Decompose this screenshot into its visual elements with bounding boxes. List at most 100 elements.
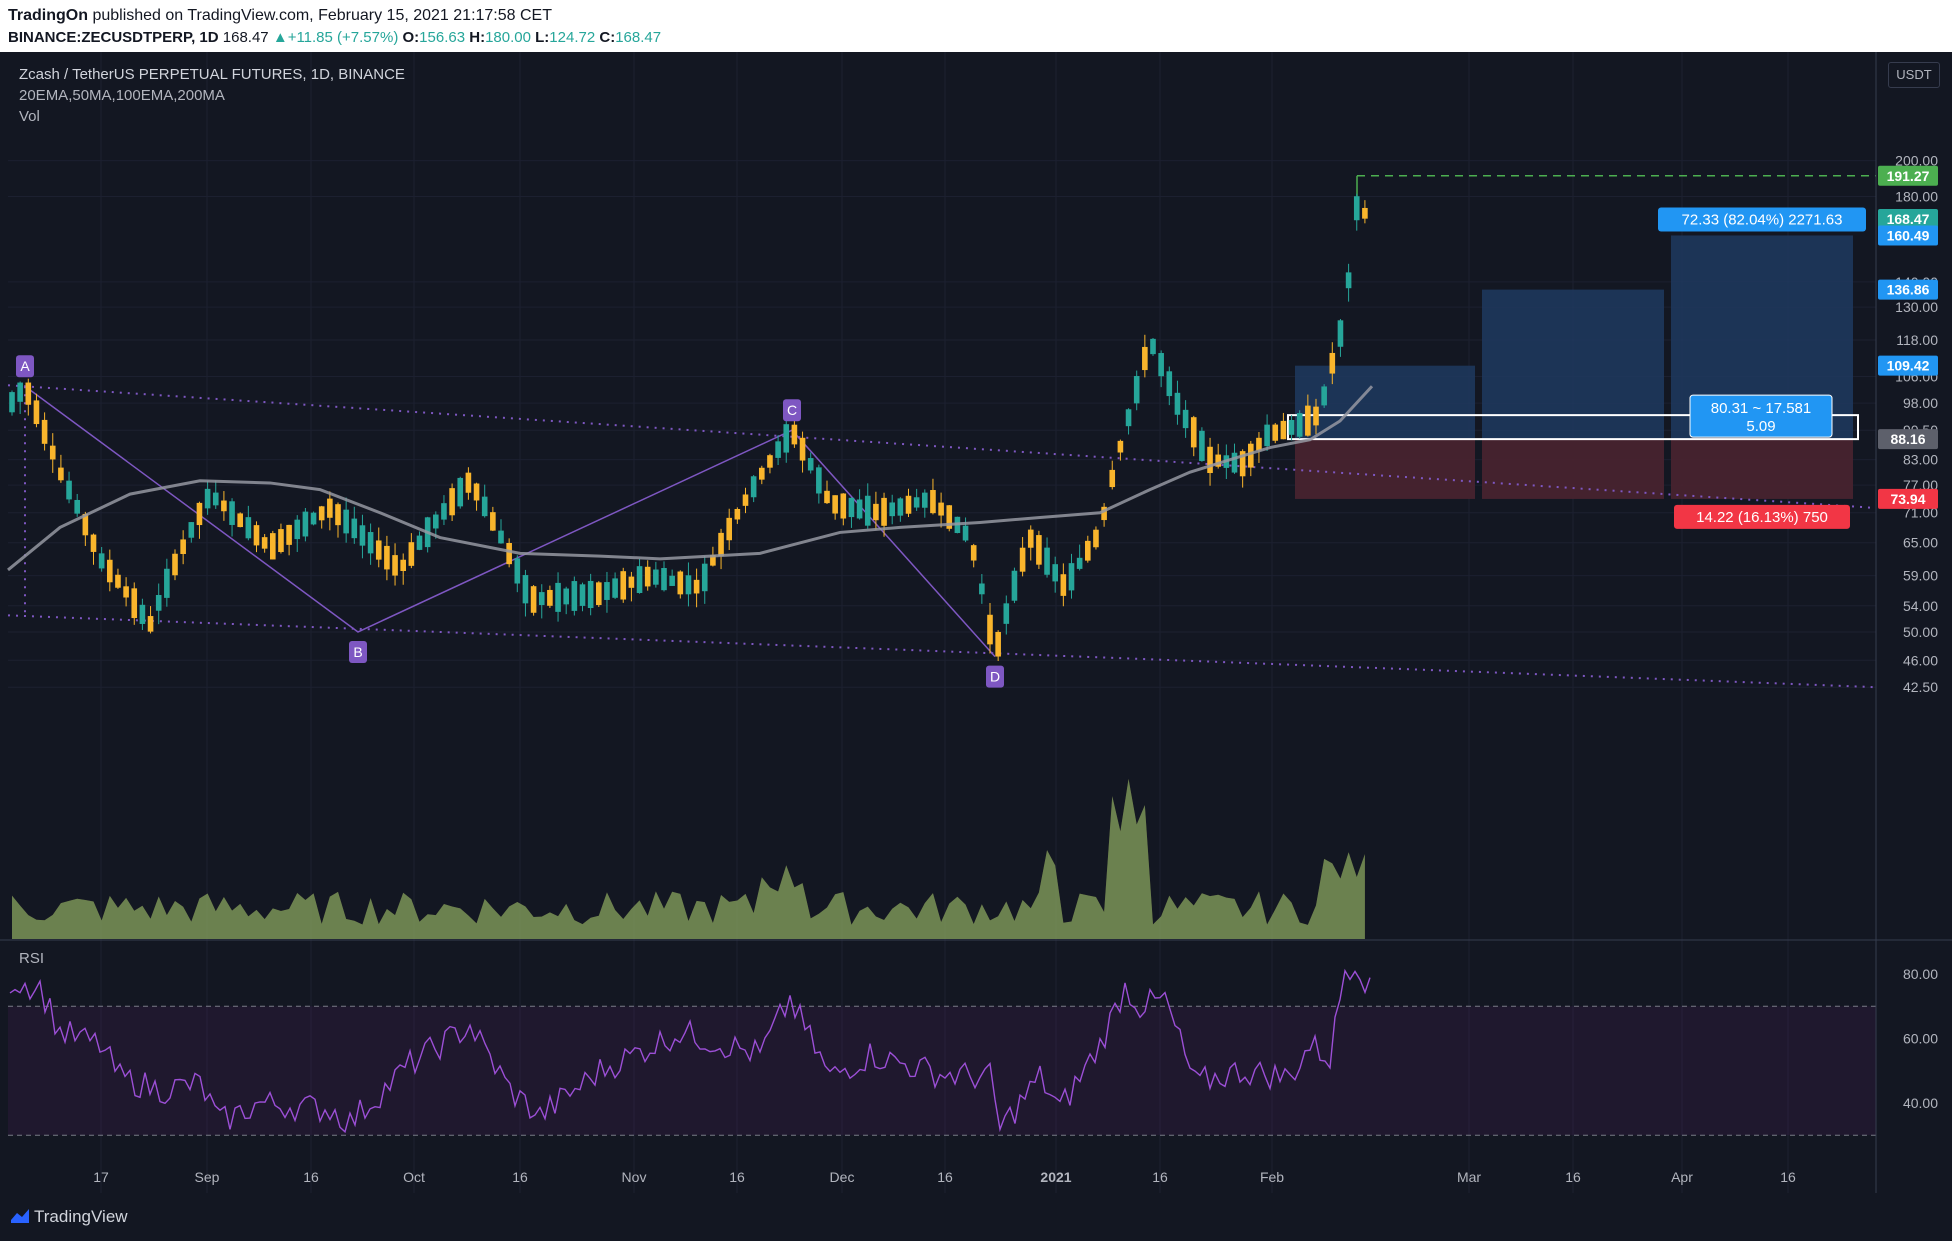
time-tick-label: Feb (1260, 1169, 1284, 1185)
candle-body (90, 534, 97, 552)
candle-body (310, 512, 317, 525)
entry-label-line2: 5.09 (1746, 418, 1775, 435)
volume-area (12, 778, 1365, 939)
candle-body (367, 532, 374, 554)
candle-body (897, 498, 904, 516)
stop-label: 14.22 (16.13%) 750 (1696, 509, 1828, 526)
high-value: 180.00 (485, 29, 531, 46)
entry-box (1287, 414, 1859, 441)
candle-body (1182, 409, 1189, 429)
time-tick-label: Nov (622, 1169, 647, 1185)
candle-body (1085, 540, 1091, 561)
candle-body (547, 589, 553, 606)
indicators-legend[interactable]: 20EMA,50MA,100EMA,200MA (19, 87, 225, 104)
candle-body (98, 553, 105, 569)
candle-body (604, 582, 610, 600)
time-tick-label: Sep (195, 1169, 220, 1185)
candle-body (1190, 417, 1197, 448)
volume-legend[interactable]: Vol (19, 108, 40, 125)
candle-body (1133, 376, 1140, 404)
symbol-label: BINANCE:ZECUSDTPERP, 1D (8, 29, 219, 46)
pattern-point-label: D (990, 669, 1000, 685)
candle-body (1093, 529, 1099, 548)
candle-body (799, 437, 806, 461)
candle-body (571, 581, 578, 611)
price-tick-label: 65.00 (1903, 535, 1938, 551)
candle-body (930, 490, 936, 514)
candle-body (864, 495, 871, 526)
rsi-tick-label: 40.00 (1903, 1095, 1938, 1111)
candle-body (620, 571, 627, 600)
candle-body (995, 631, 1001, 657)
candle-body (473, 483, 480, 501)
price-chart[interactable]: 200.00180.00140.00130.00118.00106.0098.0… (0, 52, 1952, 1193)
candle-body (1345, 272, 1352, 289)
candlesticks (9, 193, 1368, 661)
stop-label-box (1674, 504, 1850, 529)
candle-body (1027, 529, 1034, 548)
price-tick-label: 98.00 (1903, 395, 1938, 411)
time-tick-label: 16 (729, 1169, 745, 1185)
low-value: 124.72 (549, 29, 596, 46)
candle-body (1256, 437, 1262, 451)
candle-body (335, 504, 341, 526)
candle-body (180, 539, 186, 555)
price-badge (1878, 225, 1938, 246)
candle-body (979, 583, 985, 595)
price-tick-label: 46.00 (1903, 652, 1938, 668)
candle-body (644, 566, 651, 587)
candle-body (1231, 452, 1238, 473)
time-tick-label: Dec (830, 1169, 855, 1185)
candle-body (172, 553, 178, 576)
candle-body (286, 524, 292, 545)
high-label: H: (469, 29, 486, 46)
candle-body (832, 495, 838, 514)
price-tick-label: 180.00 (1895, 188, 1938, 204)
candle-body (693, 579, 700, 594)
candle-body (710, 555, 716, 566)
target-label-box (1658, 207, 1866, 232)
candle-body (636, 566, 643, 593)
candle-body (351, 518, 358, 539)
ma-200-line (7, 385, 1374, 572)
candle-body (612, 578, 618, 598)
price-badge-label: 191.27 (1887, 168, 1930, 184)
candle-body (196, 502, 203, 526)
candle-body (653, 569, 659, 585)
time-tick-label: 16 (303, 1169, 319, 1185)
time-tick-label: 2021 (1040, 1169, 1071, 1185)
rsi-line (9, 968, 1371, 1134)
currency-selector[interactable]: USDT (1888, 62, 1940, 88)
candle-body (791, 424, 798, 445)
time-tick-label: Apr (1671, 1169, 1693, 1185)
annotation-labels: A B C D 72.33 (82.04%) 2271.63 14.22 (16.13%)… (16, 207, 1866, 688)
time-tick-label: 16 (1152, 1169, 1168, 1185)
volume-area-fill (12, 778, 1365, 939)
candle-body (9, 392, 15, 413)
candle-body (1174, 392, 1181, 415)
tradingview-logo[interactable]: TradingView (10, 1207, 128, 1227)
candle-body (522, 575, 529, 604)
price-badge-label: 168.47 (1887, 211, 1930, 227)
price-change: +11.85 (+7.57%) (287, 29, 399, 46)
candle-body (1272, 424, 1279, 441)
candle-body (1101, 506, 1107, 521)
candle-body (237, 513, 243, 528)
price-badge (1878, 488, 1938, 509)
rsi-legend[interactable]: RSI (19, 950, 45, 967)
time-tick-label: 17 (93, 1169, 109, 1185)
candle-body (25, 382, 32, 405)
candle-body (1362, 207, 1368, 219)
stop-zone (1671, 439, 1853, 499)
candle-body (661, 568, 667, 591)
candle-body (164, 568, 170, 598)
candle-body (767, 455, 773, 468)
candle-body (530, 586, 537, 613)
publish-line: TradingOn published on TradingView.com, … (8, 7, 552, 25)
candle-body (1117, 440, 1124, 453)
chart-title[interactable]: Zcash / TetherUS PERPETUAL FUTURES, 1D, … (19, 66, 405, 83)
candle-body (294, 519, 301, 540)
candle-body (1150, 338, 1156, 355)
publisher-name[interactable]: TradingOn (8, 7, 88, 24)
time-tick-label: Mar (1457, 1169, 1481, 1185)
